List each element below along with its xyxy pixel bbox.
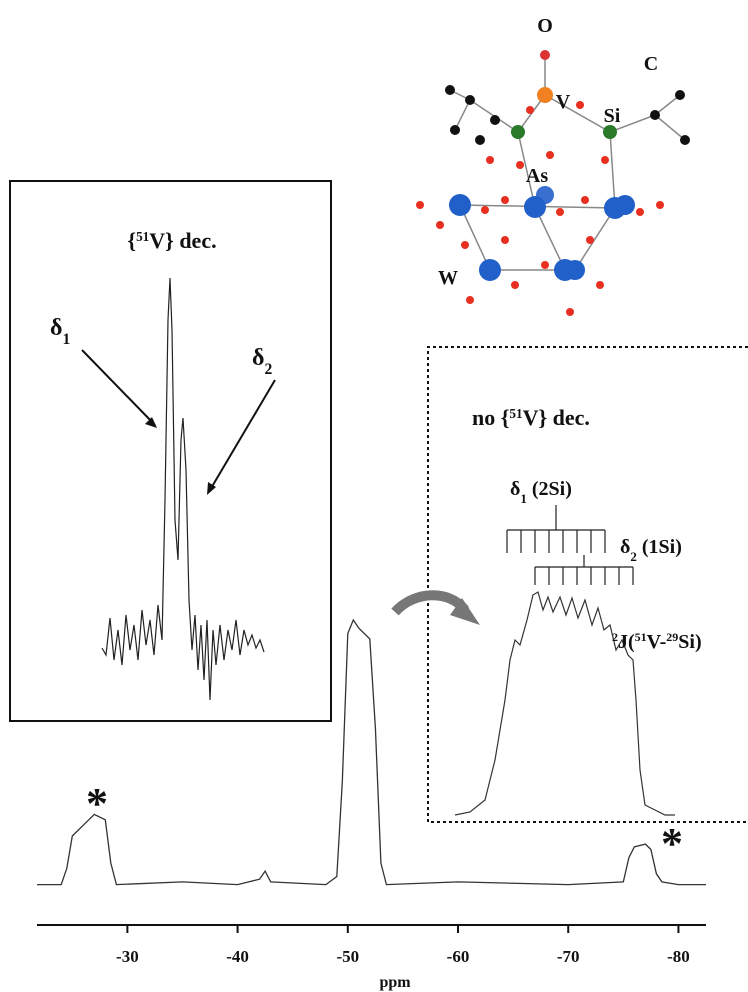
annotation-part: V- xyxy=(647,631,667,653)
arrow xyxy=(210,380,275,490)
atom-label: As xyxy=(526,165,548,187)
annotation-part: V} dec. xyxy=(149,228,216,253)
annotation-part: { xyxy=(127,228,136,253)
left-inset-frame xyxy=(10,181,331,721)
atom-label: C xyxy=(644,53,658,75)
annotation: δ1 (2Si) xyxy=(510,478,572,506)
spectrum-line xyxy=(37,620,706,885)
annotation-part: 51 xyxy=(509,406,522,421)
right-inset-trace xyxy=(455,592,675,815)
annotation-part: δ xyxy=(50,315,62,341)
annotation-part: 1 xyxy=(62,331,70,348)
atom-label: O xyxy=(537,15,553,37)
left-inset-trace xyxy=(102,278,264,700)
arrowhead xyxy=(145,417,157,428)
x-tick-label: -60 xyxy=(447,947,470,966)
atom-label: Si xyxy=(604,105,621,127)
x-tick-label: -70 xyxy=(557,947,580,966)
annotation: 2J(51V-29Si) xyxy=(612,630,702,653)
molecule xyxy=(450,55,685,270)
annotation: {51V} dec. xyxy=(127,228,216,253)
annotation-part: J( xyxy=(618,631,635,653)
atom-label: W xyxy=(438,267,458,289)
figure: -30-40-50-60-70-80ppm{51V} dec.δ1δ2no {5… xyxy=(0,0,748,992)
x-tick-label: -80 xyxy=(667,947,690,966)
annotation: δ2 xyxy=(252,345,272,378)
x-tick-label: -50 xyxy=(336,947,359,966)
asterisk: * xyxy=(86,779,108,828)
annotation-part: δ xyxy=(252,345,264,371)
arrow xyxy=(82,350,155,425)
annotation-part: δ xyxy=(620,536,630,558)
asterisk: * xyxy=(661,819,683,868)
annotation-part: V} dec. xyxy=(523,405,590,430)
x-tick-label: -40 xyxy=(226,947,249,966)
annotation-part: no { xyxy=(472,405,509,430)
coupling-comb xyxy=(507,505,633,585)
annotation-part: 51 xyxy=(136,229,149,244)
annotation-part: Si) xyxy=(678,631,701,653)
annotation-part: 2 xyxy=(264,361,272,378)
spectrum xyxy=(37,620,706,885)
annotation: no {51V} dec. xyxy=(472,405,590,430)
annotation-part: 51 xyxy=(635,630,647,644)
x-axis-label: ppm xyxy=(379,974,411,991)
atom-label: V xyxy=(556,91,571,113)
annotation-part: (2Si) xyxy=(527,478,572,500)
annotation-part: 29 xyxy=(666,630,678,644)
page: -30-40-50-60-70-80ppm{51V} dec.δ1δ2no {5… xyxy=(0,0,748,992)
annotation: δ2 (1Si) xyxy=(620,536,682,564)
annotation: δ1 xyxy=(50,315,70,348)
annotation-part: (1Si) xyxy=(637,536,682,558)
annotation-part: δ xyxy=(510,478,520,500)
x-tick-label: -30 xyxy=(116,947,139,966)
